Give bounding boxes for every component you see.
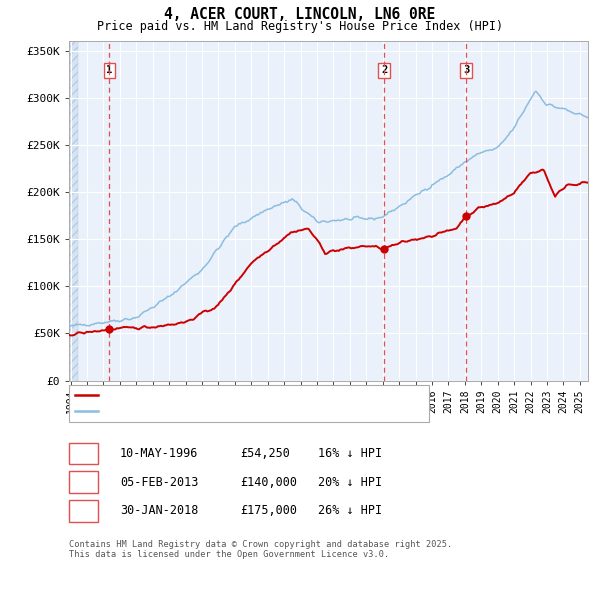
Text: 20% ↓ HPI: 20% ↓ HPI <box>318 476 382 489</box>
Text: £54,250: £54,250 <box>240 447 290 460</box>
Text: Contains HM Land Registry data © Crown copyright and database right 2025.
This d: Contains HM Land Registry data © Crown c… <box>69 540 452 559</box>
Text: 2: 2 <box>381 65 388 75</box>
Text: 4, ACER COURT, LINCOLN, LN6 0RE: 4, ACER COURT, LINCOLN, LN6 0RE <box>164 8 436 22</box>
Text: 1: 1 <box>80 447 87 460</box>
Text: 10-MAY-1996: 10-MAY-1996 <box>120 447 199 460</box>
Text: Price paid vs. HM Land Registry's House Price Index (HPI): Price paid vs. HM Land Registry's House … <box>97 20 503 33</box>
Text: 05-FEB-2013: 05-FEB-2013 <box>120 476 199 489</box>
Text: 2: 2 <box>80 476 87 489</box>
Text: £175,000: £175,000 <box>240 504 297 517</box>
Text: 16% ↓ HPI: 16% ↓ HPI <box>318 447 382 460</box>
Text: £140,000: £140,000 <box>240 476 297 489</box>
Text: 3: 3 <box>463 65 469 75</box>
Text: 26% ↓ HPI: 26% ↓ HPI <box>318 504 382 517</box>
Text: 3: 3 <box>80 504 87 517</box>
Text: 4, ACER COURT, LINCOLN, LN6 0RE (detached house): 4, ACER COURT, LINCOLN, LN6 0RE (detache… <box>103 390 403 400</box>
Text: HPI: Average price, detached house, Lincoln: HPI: Average price, detached house, Linc… <box>103 407 371 417</box>
Text: 1: 1 <box>106 65 113 75</box>
Text: 30-JAN-2018: 30-JAN-2018 <box>120 504 199 517</box>
